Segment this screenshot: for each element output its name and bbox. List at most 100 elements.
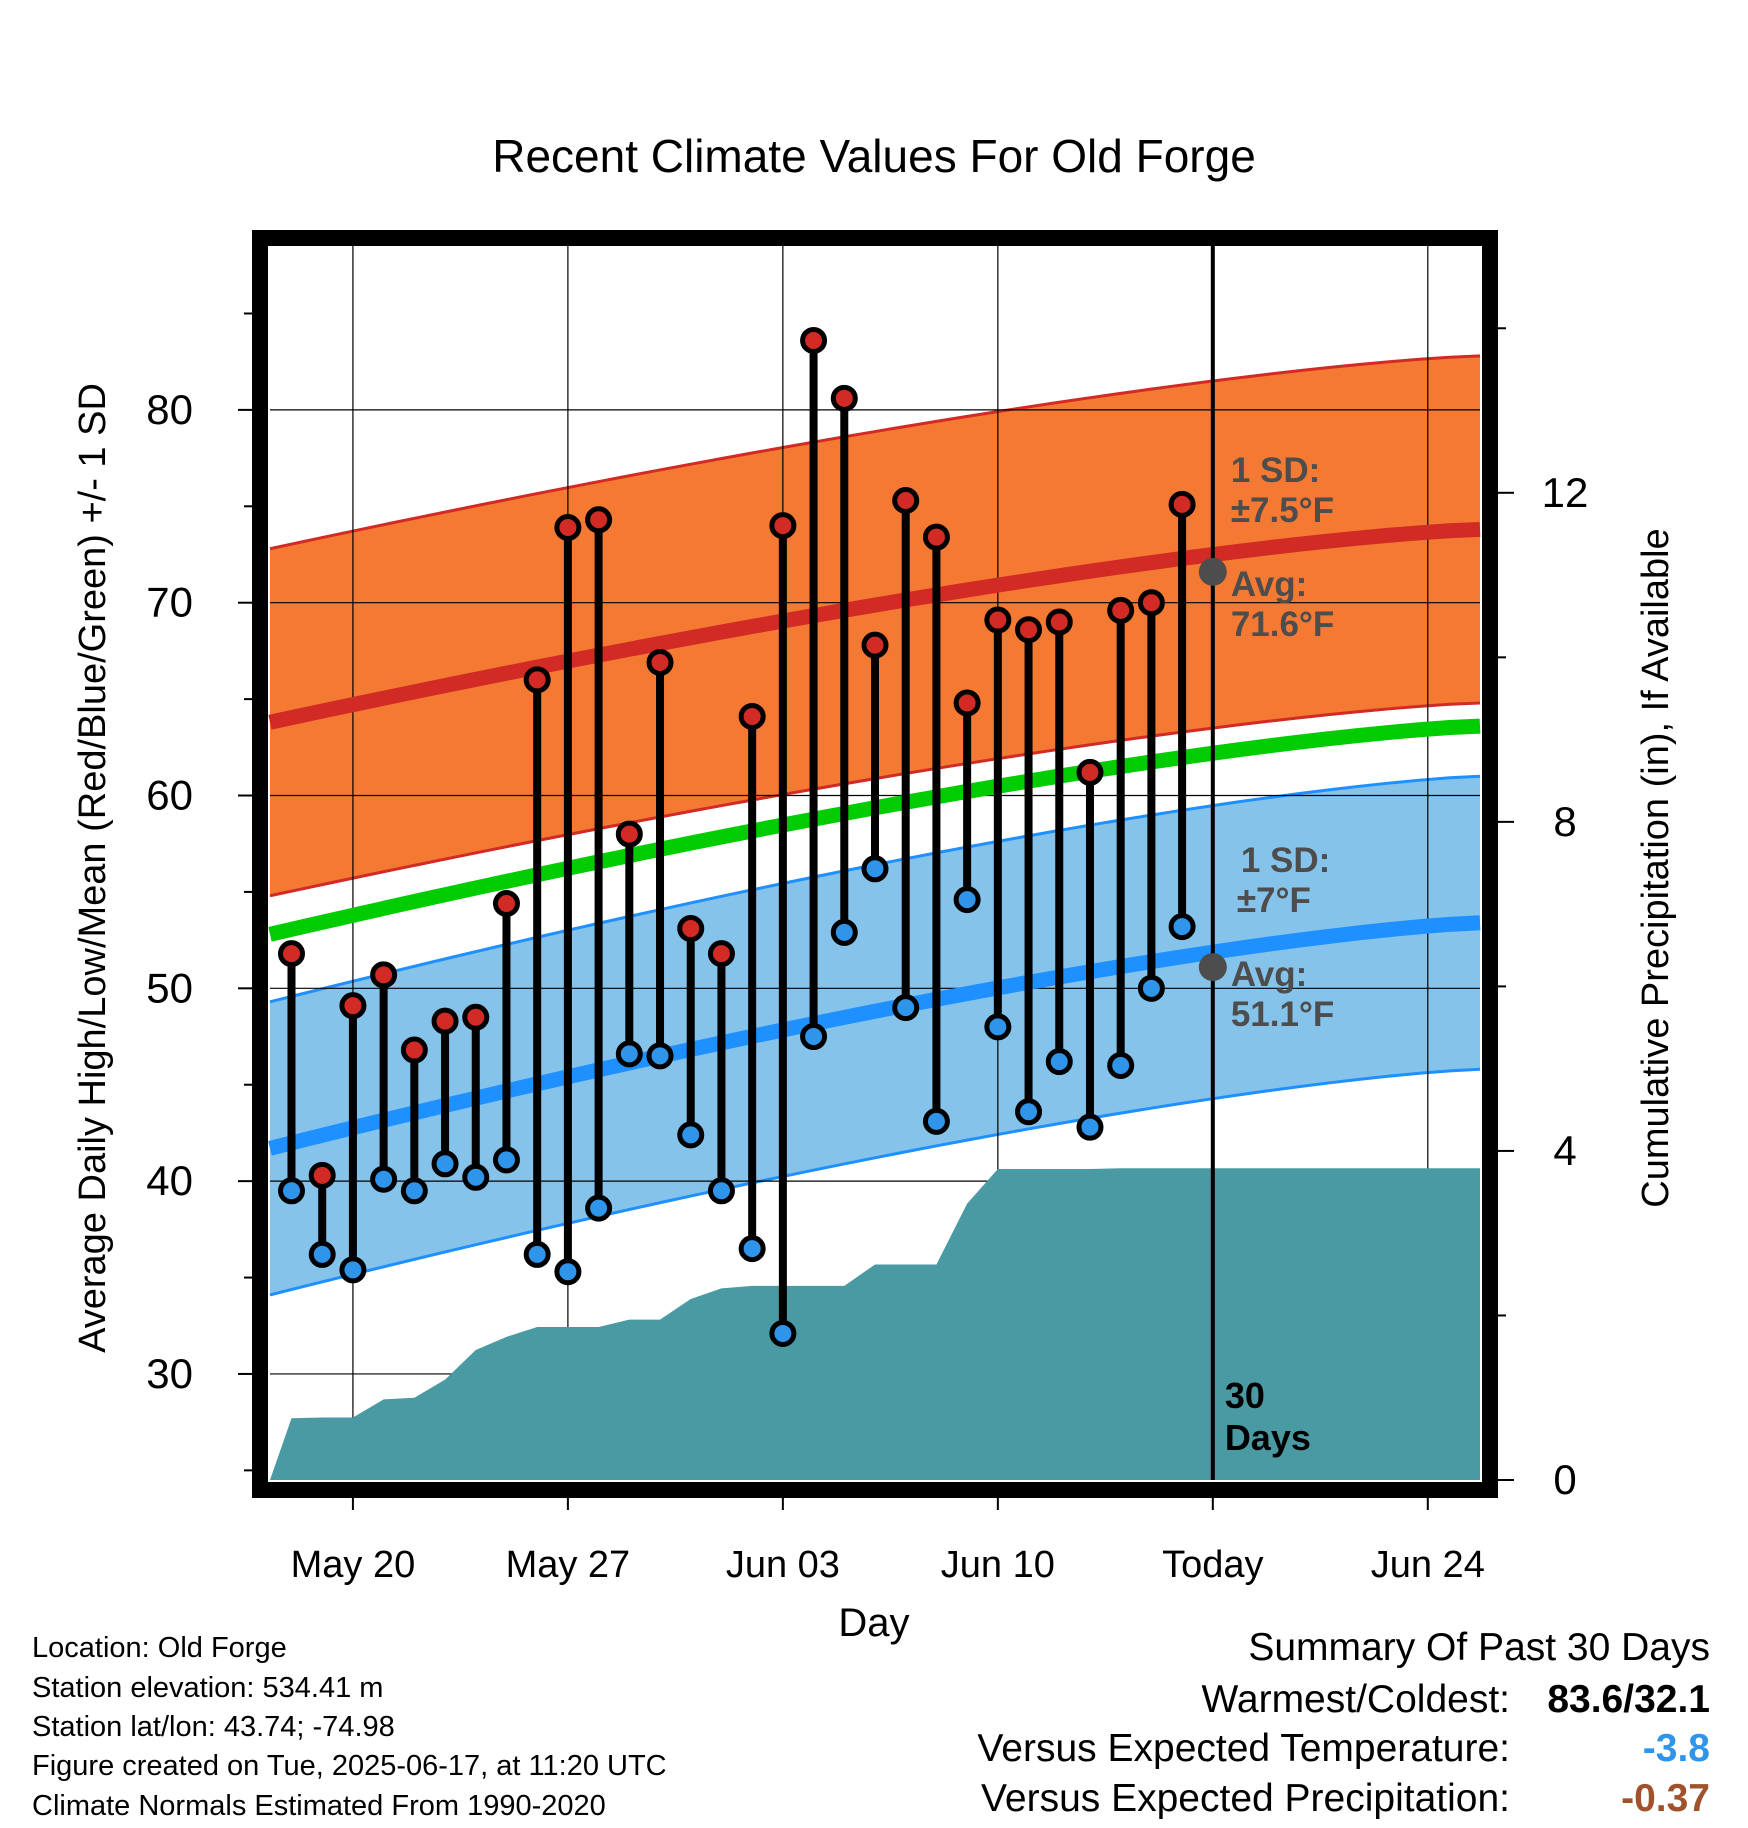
daily-high-point <box>1015 616 1043 644</box>
figure-created: Figure created on Tue, 2025-06-17, at 11… <box>32 1750 667 1782</box>
summary-warmest-coldest: Warmest/Coldest: 83.6/32.1 <box>1202 1680 1710 1719</box>
daily-low-point <box>615 1040 643 1068</box>
daily-low-point <box>585 1194 613 1222</box>
precipitation-area <box>270 1168 1480 1480</box>
x-tick-label: Jun 24 <box>1371 1544 1485 1586</box>
normal-high-sd-band <box>270 355 1480 896</box>
precip-tick-label: 4 <box>1553 1127 1576 1174</box>
low-avg-value: 51.1°F <box>1231 995 1335 1034</box>
y-tick-label: 40 <box>146 1157 193 1204</box>
x-tick-label: Jun 03 <box>726 1544 840 1586</box>
daily-high-point <box>585 506 613 534</box>
y-axis-label-right: Cumulative Precipitation (in), If Availa… <box>1635 528 1677 1207</box>
summary-precipitation: Versus Expected Precipitation: -0.37 <box>981 1779 1710 1818</box>
daily-low-point <box>769 1319 797 1347</box>
daily-high-point <box>492 889 520 917</box>
precip-tick-label: 0 <box>1553 1456 1576 1503</box>
daily-low-point <box>953 886 981 914</box>
daily-high-point <box>861 631 889 659</box>
x-tick-label: May 20 <box>291 1544 416 1586</box>
daily-high-point <box>830 384 858 412</box>
y-tick-label: 50 <box>146 964 193 1011</box>
today-normal-low-marker <box>1198 953 1227 982</box>
low-sd-label: 1 SD: <box>1241 841 1330 880</box>
daily-high-point <box>984 606 1012 634</box>
precip-tick-label: 8 <box>1553 798 1576 845</box>
daily-low-point <box>370 1165 398 1193</box>
daily-high-point <box>953 689 981 717</box>
x-axis-label: Day <box>838 1601 909 1645</box>
normal-low-line <box>268 915 1481 1156</box>
daily-high-point <box>554 514 582 542</box>
daily-high-point <box>1107 596 1135 624</box>
normal-low-sd-band <box>270 776 1480 1295</box>
daily-high-point <box>277 940 305 968</box>
daily-low-point <box>1045 1048 1073 1076</box>
high-sd-value: ±7.5°F <box>1231 491 1334 530</box>
y-tick-label: 60 <box>146 772 193 819</box>
daily-low-point <box>431 1150 459 1178</box>
daily-high-point <box>615 820 643 848</box>
high-avg-label: Avg: <box>1231 565 1307 604</box>
daily-low-point <box>308 1240 336 1268</box>
summary-temperature: Versus Expected Temperature: -3.8 <box>977 1729 1710 1768</box>
daily-high-point <box>462 1003 490 1031</box>
daily-low-point <box>462 1163 490 1191</box>
daily-low-point <box>339 1256 367 1284</box>
daily-low-point <box>1107 1051 1135 1079</box>
normal-high-sd-band-upper-edge <box>269 354 1481 551</box>
daily-low-point <box>677 1121 705 1149</box>
station-latlon: Station lat/lon: 43.74; -74.98 <box>32 1711 395 1743</box>
daily-high-point <box>677 915 705 943</box>
daily-low-point <box>892 994 920 1022</box>
daily-high-point <box>769 512 797 540</box>
high-avg-value: 71.6°F <box>1231 605 1335 644</box>
days-label-number: 30 <box>1225 1375 1265 1416</box>
daily-low-point <box>554 1258 582 1286</box>
daily-high-point <box>646 648 674 676</box>
chart-title: Recent Climate Values For Old Forge <box>492 130 1256 182</box>
daily-high-point <box>308 1161 336 1189</box>
summary-heading: Summary Of Past 30 Days <box>1248 1626 1710 1669</box>
daily-low-point <box>1076 1113 1104 1141</box>
daily-high-point <box>523 666 551 694</box>
daily-low-point <box>800 1023 828 1051</box>
daily-high-point <box>1168 490 1196 518</box>
precipitation-anomaly-label: Versus Expected Precipitation: <box>981 1777 1510 1820</box>
daily-high-point <box>1137 589 1165 617</box>
y-axis-label-left: Average Daily High/Low/Mean (Red/Blue/Gr… <box>72 383 114 1353</box>
today-normal-high-marker <box>1198 557 1227 586</box>
daily-low-point <box>830 918 858 946</box>
daily-high-point <box>738 702 766 730</box>
daily-high-point <box>922 523 950 551</box>
y-tick-label: 70 <box>146 579 193 626</box>
daily-low-point <box>707 1177 735 1205</box>
daily-low-point <box>1168 913 1196 941</box>
x-tick-label: May 27 <box>506 1544 631 1586</box>
climate-normals-note: Climate Normals Estimated From 1990-2020 <box>32 1790 606 1822</box>
daily-high-point <box>370 961 398 989</box>
precip-tick-label: 12 <box>1542 469 1589 516</box>
daily-low-point <box>1137 974 1165 1002</box>
daily-high-point <box>431 1007 459 1035</box>
station-location: Location: Old Forge <box>32 1632 287 1664</box>
daily-high-point <box>892 487 920 515</box>
warmest-coldest-label: Warmest/Coldest: <box>1201 1678 1510 1721</box>
x-tick-label: Today <box>1162 1544 1263 1586</box>
normal-high-line <box>268 521 1481 730</box>
daily-low-point <box>922 1107 950 1135</box>
daily-high-point <box>400 1036 428 1064</box>
daily-high-point <box>707 940 735 968</box>
daily-low-point <box>1015 1098 1043 1126</box>
daily-low-point <box>400 1177 428 1205</box>
daily-high-point <box>339 992 367 1020</box>
precipitation-anomaly-value: -0.37 <box>1621 1777 1710 1820</box>
y-tick-label: 30 <box>146 1350 193 1397</box>
daily-low-point <box>984 1013 1012 1041</box>
x-tick-label: Jun 10 <box>941 1544 1055 1586</box>
warmest-coldest-value: 83.6/32.1 <box>1547 1678 1710 1721</box>
daily-high-point <box>1045 608 1073 636</box>
station-elevation: Station elevation: 534.41 m <box>32 1672 384 1704</box>
